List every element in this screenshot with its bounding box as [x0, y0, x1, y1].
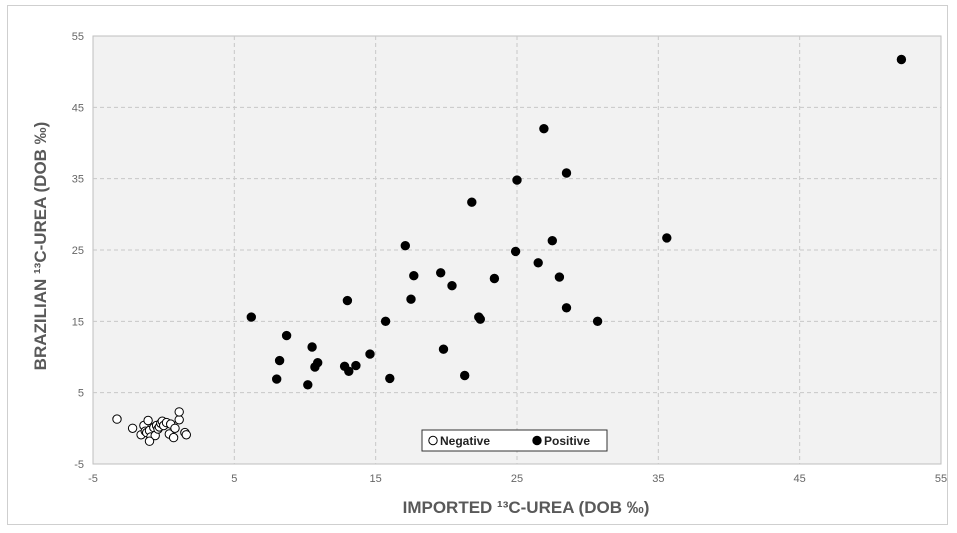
negative-point: [112, 414, 122, 424]
y-tick-labels: -5 5 15 25 35 45 55: [72, 31, 84, 471]
x-tick-label: 55: [935, 473, 947, 485]
positive-point: [467, 197, 477, 207]
positive-point: [475, 314, 485, 324]
positive-point: [385, 373, 395, 384]
negative-point: [174, 415, 184, 425]
negative-point: [170, 423, 180, 433]
positive-point: [554, 272, 565, 282]
positive-point: [460, 370, 470, 381]
y-tick-label: 35: [72, 174, 84, 186]
positive-point: [438, 344, 449, 354]
positive-point: [351, 360, 361, 371]
x-tick-label: 5: [231, 473, 237, 485]
x-axis-title: IMPORTED ¹³C-UREA (DOB ‰): [403, 498, 650, 517]
positive-point: [307, 342, 317, 352]
negative-point: [174, 407, 184, 417]
positive-point: [489, 273, 500, 284]
positive-point: [510, 246, 521, 257]
negative-point: [127, 423, 138, 433]
data-points: [112, 54, 907, 446]
legend-positive-marker: [532, 435, 542, 446]
positive-point: [272, 374, 282, 384]
positive-point: [246, 312, 257, 322]
scatter-chart: -5 5 15 25 35 45 55 -5 5 15 25 35 45 55 Negative Pos…: [31, 31, 947, 517]
legend-negative-marker: [428, 435, 438, 446]
negative-point: [143, 415, 153, 426]
legend-box: [421, 429, 608, 452]
positive-point: [281, 330, 292, 341]
negative-point: [144, 436, 155, 446]
positive-point: [365, 349, 375, 359]
y-tick-label: 5: [78, 388, 84, 400]
positive-point: [436, 268, 446, 278]
positive-point: [512, 175, 522, 185]
positive-point: [380, 316, 391, 326]
positive-point: [406, 294, 416, 304]
positive-point: [561, 303, 572, 313]
positive-point: [539, 124, 549, 134]
positive-point: [547, 236, 557, 246]
x-tick-label: 45: [794, 473, 806, 485]
chart-frame: -5 5 15 25 35 45 55 -5 5 15 25 35 45 55 Negative Pos…: [7, 5, 948, 525]
x-tick-label: -5: [88, 473, 98, 485]
positive-point: [274, 355, 285, 366]
x-tick-label: 25: [511, 473, 523, 485]
y-tick-label: -5: [74, 459, 84, 471]
positive-point: [447, 281, 457, 291]
x-tick-labels: -5 5 15 25 35 45 55: [88, 473, 947, 485]
positive-point: [533, 258, 543, 268]
y-tick-label: 15: [72, 316, 84, 328]
positive-point: [896, 54, 907, 65]
y-tick-label: 55: [72, 31, 84, 43]
positive-point: [592, 316, 603, 326]
positive-point: [561, 168, 572, 178]
x-tick-label: 15: [370, 473, 382, 485]
legend: Negative Positive: [421, 429, 608, 452]
negative-point: [181, 430, 192, 440]
legend-negative-label: Negative: [440, 434, 490, 448]
positive-point: [662, 233, 672, 243]
y-tick-label: 25: [72, 245, 84, 257]
legend-positive-label: Positive: [544, 434, 590, 448]
positive-point: [409, 271, 419, 281]
positive-point: [342, 295, 353, 306]
y-axis-title: BRAZILIAN ¹³C-UREA (DOB ‰): [31, 122, 50, 371]
y-tick-label: 45: [72, 102, 84, 114]
positive-point: [313, 358, 323, 368]
positive-point: [344, 366, 354, 376]
x-tick-label: 35: [652, 473, 664, 485]
positive-point: [303, 380, 313, 390]
positive-point: [400, 241, 410, 251]
negative-point: [168, 432, 179, 443]
